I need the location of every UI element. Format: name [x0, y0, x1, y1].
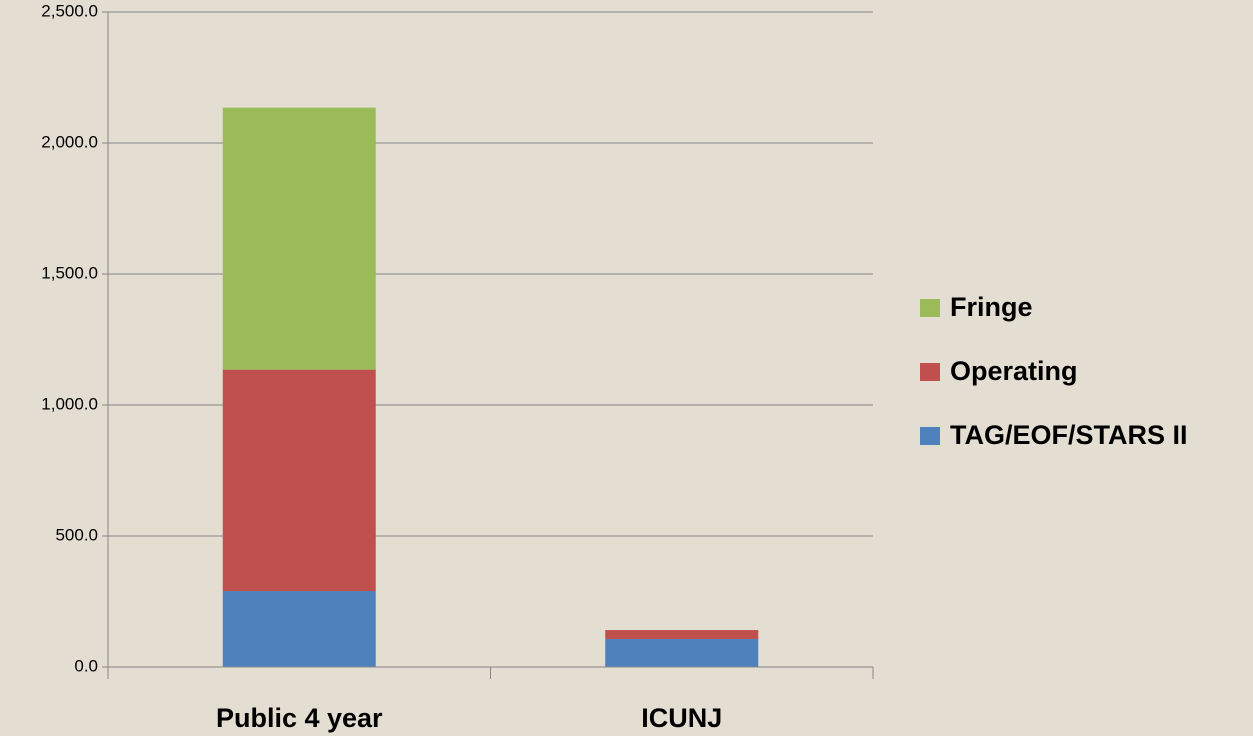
bar-segment	[222, 369, 376, 592]
legend-swatch	[920, 363, 940, 381]
x-tick-label: ICUNJ	[641, 703, 722, 733]
legend-swatch	[920, 299, 940, 317]
y-tick-label: 500.0	[55, 525, 98, 544]
bar-segment	[222, 107, 376, 370]
y-tick-label: 1,000.0	[41, 394, 98, 413]
y-tick-label: 2,500.0	[41, 1, 98, 20]
legend-label: TAG/EOF/STARS II	[950, 420, 1188, 450]
bar-segment	[222, 591, 376, 667]
legend-label: Fringe	[950, 292, 1033, 322]
bar-segment	[605, 638, 759, 667]
x-tick-label: Public 4 year	[216, 703, 383, 733]
legend-label: Operating	[950, 356, 1078, 386]
bar-segment	[605, 630, 759, 639]
y-tick-label: 2,000.0	[41, 132, 98, 151]
y-tick-label: 1,500.0	[41, 263, 98, 282]
legend-swatch	[920, 427, 940, 445]
y-tick-label: 0.0	[74, 656, 98, 675]
